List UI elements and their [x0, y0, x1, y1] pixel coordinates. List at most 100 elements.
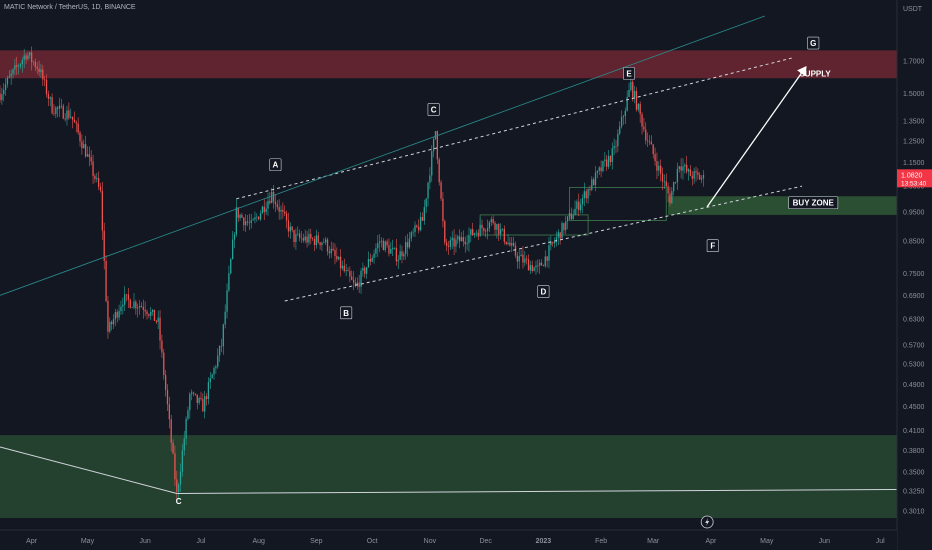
- candle: [302, 233, 304, 243]
- candle: [403, 251, 405, 261]
- candle-body: [1, 94, 3, 100]
- candle: [6, 75, 9, 88]
- candle-body: [326, 239, 329, 252]
- candle-body: [486, 228, 489, 232]
- candle: [192, 391, 195, 397]
- candle: [330, 241, 332, 258]
- candle-body: [492, 219, 494, 223]
- candle-body: [604, 159, 606, 161]
- candle: [10, 69, 12, 85]
- candle-body: [686, 164, 688, 172]
- candle-body: [237, 207, 239, 218]
- candle: [66, 106, 68, 126]
- y-tick-label: 1.3500: [903, 118, 925, 125]
- candle-body: [583, 191, 586, 199]
- candle-body: [274, 201, 277, 205]
- x-axis[interactable]: Apr May Jun Jul Aug Sep Oct Nov Dec 2023 Feb Mar Apr…: [0, 515, 897, 550]
- candle: [187, 406, 189, 421]
- candle-body: [352, 279, 355, 283]
- candle-body: [561, 223, 563, 239]
- candle: [360, 268, 362, 294]
- candle-body: [71, 116, 74, 120]
- y-tick-label: 0.5300: [903, 361, 925, 368]
- candle: [55, 106, 57, 119]
- candle-body: [58, 105, 61, 109]
- candle: [622, 114, 625, 125]
- candle: [660, 159, 662, 182]
- candle-body: [449, 240, 452, 247]
- candle-body: [378, 241, 381, 244]
- candle-body: [477, 232, 479, 237]
- annotation-label: D: [541, 288, 547, 297]
- candle-body: [472, 229, 474, 236]
- candle-body: [565, 221, 567, 231]
- candle: [317, 231, 319, 244]
- candle: [261, 205, 264, 214]
- candle: [382, 238, 385, 251]
- candle-body: [654, 154, 656, 162]
- candle-body: [540, 262, 543, 266]
- candle: [570, 207, 572, 220]
- candle: [639, 101, 641, 123]
- candle: [30, 46, 33, 71]
- candle: [23, 48, 25, 69]
- y-axis-currency: USDT: [903, 6, 923, 13]
- candle: [120, 300, 122, 316]
- candle: [297, 226, 299, 237]
- candle-body: [620, 116, 623, 127]
- candle-body: [356, 282, 358, 286]
- candle-body: [473, 233, 476, 236]
- candle: [697, 168, 699, 180]
- x-tick-label: Nov: [424, 538, 437, 545]
- candle: [628, 82, 630, 98]
- candle: [21, 57, 23, 73]
- candle: [336, 247, 338, 262]
- candle-body: [460, 237, 463, 242]
- candle: [449, 236, 452, 251]
- candle: [546, 256, 548, 268]
- candle-body: [544, 256, 546, 267]
- candle: [150, 306, 152, 321]
- candle: [230, 257, 232, 275]
- candle: [684, 163, 686, 174]
- candle: [40, 63, 42, 78]
- candle: [492, 215, 494, 225]
- candle: [488, 220, 491, 232]
- candle-body: [527, 259, 530, 271]
- y-axis[interactable]: USDT1.70001.50001.35001.25001.15001.0500…: [896, 0, 932, 550]
- candle-body: [205, 396, 208, 400]
- candle-body: [153, 309, 156, 321]
- candle-body: [44, 79, 46, 81]
- candle: [60, 98, 63, 109]
- candle-body: [10, 73, 12, 77]
- candle: [153, 309, 156, 321]
- candle: [643, 117, 645, 133]
- candle-body: [265, 208, 267, 213]
- candle: [574, 200, 576, 216]
- annotation-b: B: [340, 306, 353, 320]
- candle-body: [295, 234, 297, 243]
- candle: [509, 237, 511, 247]
- candle-body: [633, 91, 636, 98]
- candle: [602, 160, 604, 173]
- candle: [552, 241, 554, 247]
- candle: [650, 135, 652, 145]
- candle: [436, 130, 438, 165]
- candle: [157, 310, 159, 329]
- x-axis-bg: [0, 530, 897, 550]
- candle: [325, 236, 327, 246]
- candle-body: [330, 248, 332, 254]
- candle-body: [431, 151, 433, 176]
- candle: [245, 214, 247, 232]
- candle-body: [395, 247, 398, 262]
- candle: [345, 263, 347, 277]
- candle: [205, 393, 208, 406]
- candle: [57, 106, 59, 118]
- candle-body: [107, 301, 109, 332]
- candle: [557, 229, 559, 246]
- candle-body: [29, 52, 31, 56]
- candle: [351, 270, 353, 281]
- annotation-box: [807, 36, 820, 50]
- candle: [88, 146, 90, 167]
